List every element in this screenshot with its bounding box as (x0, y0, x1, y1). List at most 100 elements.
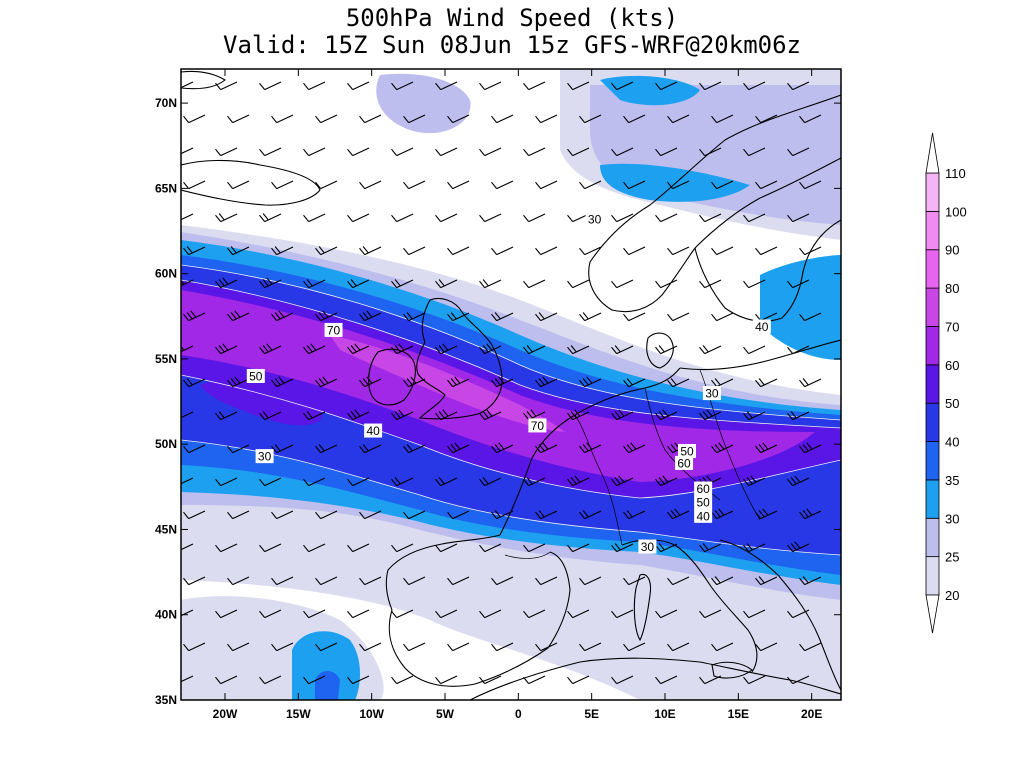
wind-barb (303, 543, 326, 553)
wind-barb (359, 642, 382, 652)
wind-barb (711, 442, 734, 454)
wind-barb (535, 114, 558, 124)
wind-barb (183, 576, 206, 586)
wind-barb (183, 378, 206, 388)
wind-barb (787, 675, 810, 685)
wind-barb (787, 81, 810, 91)
wind-barb (259, 147, 282, 157)
wind-barb (787, 541, 810, 553)
wind-barb (667, 642, 690, 652)
wind-barb (523, 675, 546, 685)
map-frame (180, 68, 842, 701)
contour-label-box (675, 455, 694, 470)
speed-contours (181, 264, 841, 556)
y-tick-label: 50N (155, 437, 177, 451)
wind-barb (447, 442, 470, 454)
band-30kt-north (600, 163, 750, 202)
wind-barb (271, 576, 294, 586)
wind-barb (611, 147, 634, 157)
colorbar-top-arrow (925, 132, 940, 174)
wind-barb (403, 576, 426, 586)
contour-label: 70 (528, 418, 547, 433)
wind-barb (667, 508, 690, 520)
map-subtitle: Valid: 15Z Sun 08Jun 15z GFS-WRF@20km06z (223, 31, 801, 59)
wind-barb (711, 180, 734, 190)
wind-barb (579, 576, 602, 586)
contour-label-box (752, 319, 771, 334)
wind-barb (435, 279, 458, 289)
wind-barb (491, 642, 514, 652)
contour-label-text: 30 (258, 450, 272, 464)
wind-barb (567, 475, 590, 487)
wind-barb (181, 543, 194, 553)
contour-label: 50 (678, 444, 696, 459)
contour-label: 30 (585, 212, 604, 227)
wind-barb (227, 114, 250, 124)
wind-barb (579, 114, 602, 124)
wind-barb (535, 642, 558, 652)
wind-barb (491, 246, 514, 256)
wind-barb (447, 510, 470, 520)
wind-barb (359, 114, 382, 124)
contour-label-box (528, 418, 547, 433)
wind-barb (567, 345, 590, 355)
wind-barb (799, 312, 822, 322)
wind-barb (799, 642, 822, 652)
wind-barb (271, 376, 294, 388)
wind-barb (347, 279, 370, 289)
wind-barb (743, 411, 766, 421)
wind-barb (611, 475, 634, 487)
wind-barb (303, 213, 326, 223)
wind-barb (215, 213, 238, 223)
wind-barb (271, 510, 294, 520)
wind-barb (523, 81, 546, 91)
wind-barb (787, 213, 810, 223)
wind-barb (435, 213, 458, 223)
x-tick-label: 5E (584, 707, 599, 721)
wind-barb (315, 246, 338, 256)
colorbar-label: 80 (945, 281, 959, 296)
y-tick-label: 65N (155, 181, 177, 195)
wind-barb (743, 213, 766, 223)
wind-barb (655, 213, 678, 223)
contour-label-text: 50 (249, 369, 263, 383)
wind-barb (347, 543, 370, 553)
x-tick-label: 10W (359, 707, 384, 721)
wind-barb (699, 409, 722, 421)
contour-label-box (638, 539, 657, 554)
wind-barb (359, 510, 382, 520)
wind-barb (799, 180, 822, 190)
wind-barb (743, 543, 766, 553)
wind-barb (403, 180, 426, 190)
wind-barb (755, 114, 778, 124)
norway-coast (588, 94, 841, 313)
wind-barb (579, 376, 602, 388)
wind-barb (403, 312, 426, 322)
wind-barb (787, 279, 810, 289)
wind-barb (181, 609, 194, 619)
colorbar-swatch (925, 556, 940, 596)
colorbar-swatch (925, 287, 940, 327)
wind-barb (655, 609, 678, 619)
wind-barb (183, 114, 206, 124)
wind-barb (183, 510, 206, 520)
wind-barb (435, 477, 458, 487)
wind-barb (699, 675, 722, 685)
wind-barb (535, 442, 558, 454)
contour-label-box (364, 423, 383, 438)
wind-barb (611, 81, 634, 91)
wind-barb (391, 675, 414, 685)
wind-barb (743, 81, 766, 91)
country-borders (504, 369, 761, 559)
contour-label: 60 (694, 481, 713, 496)
wind-barb (743, 345, 766, 355)
wind-barb (611, 543, 634, 553)
wind-barb (215, 81, 238, 91)
wind-barb (611, 609, 634, 619)
wind-barb (623, 378, 646, 388)
wind-barb (787, 147, 810, 157)
wind-barb (359, 180, 382, 190)
colorbar-swatch (925, 479, 940, 519)
wind-barb (579, 510, 602, 520)
contour-label: 40 (752, 319, 771, 334)
